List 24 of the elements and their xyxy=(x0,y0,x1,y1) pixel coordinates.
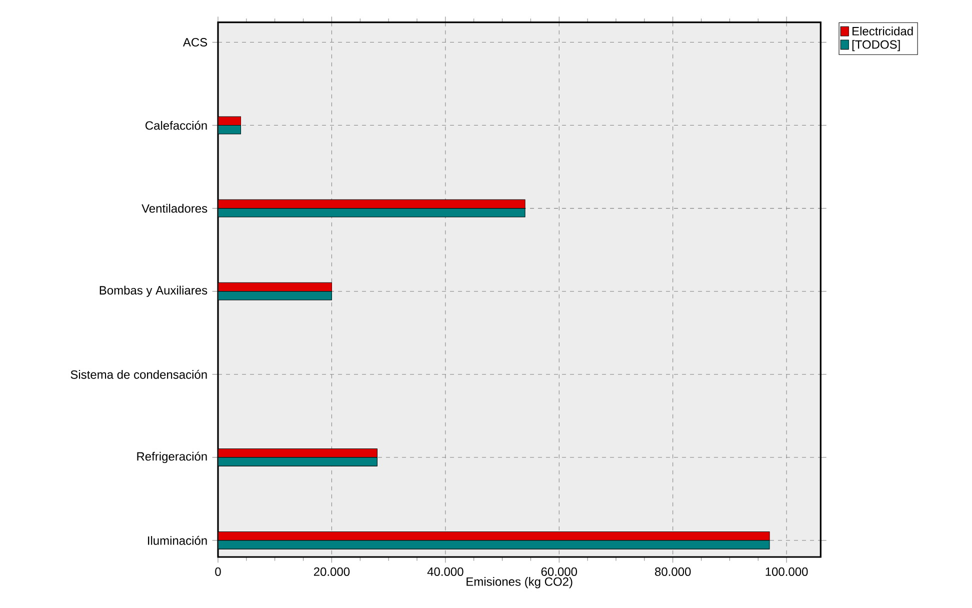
legend-label: Electricidad xyxy=(852,26,913,36)
bar xyxy=(218,282,332,292)
bar xyxy=(218,208,526,218)
x-tick-label: 0 xyxy=(215,567,221,576)
bar xyxy=(218,291,332,300)
legend-label: [TODOS] xyxy=(852,40,900,52)
bar xyxy=(218,531,770,541)
bar xyxy=(218,448,378,458)
x-axis-title: Emisiones (kg CO2) xyxy=(466,577,572,588)
y-tick-label: Ventiladores xyxy=(142,204,208,213)
y-tick-label: Bombas y Auxiliares xyxy=(100,286,208,297)
y-tick-label: Calefacción xyxy=(146,120,207,130)
bar xyxy=(218,540,770,550)
x-tick-label: 40.000 xyxy=(427,567,464,576)
x-tick-label: 20.000 xyxy=(314,567,350,576)
y-tick-label: ACS xyxy=(182,38,208,47)
y-tick-label: Refrigeración xyxy=(137,452,207,464)
bar xyxy=(218,457,378,466)
y-tick-label: Iluminación xyxy=(148,536,207,545)
x-tick-label: 100.000 xyxy=(766,567,808,576)
x-tick-label: 60.000 xyxy=(541,567,578,576)
x-tick-label: 80.000 xyxy=(655,567,691,576)
bar xyxy=(218,199,526,209)
y-tick-label: Sistema de condensación xyxy=(70,370,207,379)
